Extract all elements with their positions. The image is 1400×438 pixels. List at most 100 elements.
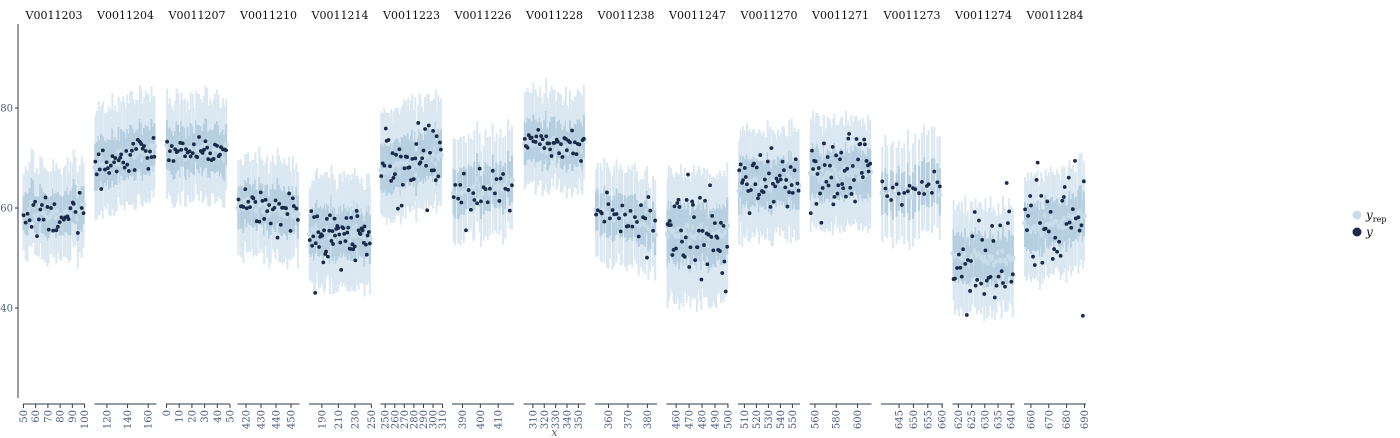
y-point	[623, 212, 627, 217]
y-point	[639, 203, 643, 208]
y-point	[715, 236, 720, 240]
x-tick-label: 655	[923, 410, 934, 429]
y-point	[743, 175, 748, 179]
y-point	[720, 271, 725, 275]
x-tick-label: 20	[187, 410, 198, 423]
panel-title: V0011273	[883, 9, 941, 22]
y-point	[838, 157, 842, 162]
y-point	[93, 159, 98, 164]
y-point	[1043, 226, 1048, 231]
panel-title: V0011270	[740, 9, 798, 22]
y-point	[383, 126, 388, 131]
y-point	[610, 208, 615, 212]
y-point	[379, 174, 384, 179]
y-point	[574, 152, 579, 157]
y-point	[331, 242, 335, 246]
y-point	[846, 136, 851, 141]
panel-V0011271: V0011271 560 580 600	[807, 9, 874, 429]
x-tick-label: 530	[764, 410, 775, 429]
y-point	[1048, 209, 1053, 214]
y-point	[315, 214, 320, 219]
y-point	[355, 214, 360, 218]
x-tick-label: 400	[476, 410, 487, 429]
y-point	[206, 157, 211, 162]
y-point	[830, 145, 835, 149]
y-point	[697, 228, 701, 233]
y-point	[618, 229, 623, 234]
panel-title: V0011223	[382, 9, 440, 22]
yrep-point	[151, 143, 158, 150]
y-point	[112, 160, 117, 165]
yrep-point	[1010, 255, 1016, 261]
yrep-point	[471, 184, 478, 191]
y-point	[836, 183, 841, 188]
y-point	[773, 184, 778, 189]
y-point	[917, 191, 921, 196]
x-tick-label: 40	[213, 410, 224, 423]
y-point	[126, 169, 131, 173]
y-point	[325, 254, 330, 259]
y-point	[405, 155, 410, 159]
y-point	[122, 165, 127, 170]
y-point	[926, 182, 931, 187]
y-point	[1055, 249, 1060, 254]
y-point	[832, 194, 837, 199]
y-point	[424, 163, 428, 168]
y-point	[367, 241, 372, 246]
y-point	[653, 218, 658, 223]
y-point	[313, 241, 318, 246]
y-point	[313, 290, 318, 295]
panel-title: V0011226	[454, 9, 512, 22]
y-point	[410, 156, 415, 161]
y-point	[333, 233, 337, 238]
y-point	[745, 182, 749, 187]
y-point	[790, 190, 795, 195]
x-tick-label: 60	[31, 410, 42, 423]
y-point	[1010, 272, 1015, 277]
x-tick-label: 690	[1080, 410, 1091, 429]
y-point	[977, 218, 981, 223]
y-point	[215, 143, 219, 148]
y-point	[708, 183, 712, 188]
y-point	[718, 249, 722, 254]
y-point	[1079, 223, 1084, 228]
y-point	[316, 230, 321, 235]
y-point	[907, 183, 912, 188]
y-point	[479, 199, 483, 204]
yrep-point	[438, 152, 444, 158]
y-point	[635, 220, 639, 224]
y-point	[310, 243, 315, 248]
y-point	[459, 200, 464, 205]
x-tick-label: 0	[162, 410, 173, 416]
y-point	[849, 192, 854, 196]
x-tick-label: 280	[409, 410, 420, 429]
panel-title: V0011247	[668, 9, 726, 22]
y-point	[868, 161, 873, 166]
x-tick-label: 580	[832, 410, 843, 429]
y-point	[606, 202, 611, 207]
y-point	[179, 147, 184, 152]
y-point	[816, 166, 821, 170]
y-point	[418, 160, 423, 165]
y-point	[477, 166, 482, 171]
y-point	[785, 204, 790, 209]
y-point	[559, 142, 563, 147]
yrep-point	[509, 177, 515, 183]
x-tick-label: 250	[381, 410, 392, 429]
y-point	[188, 154, 193, 159]
y-point	[571, 151, 575, 156]
y-point	[248, 205, 252, 210]
y-point	[236, 197, 241, 202]
x-tick-label: 645	[895, 410, 906, 429]
y-point	[498, 176, 503, 181]
panel-V0011228: V0011228 310 320 330 340 350	[522, 9, 587, 429]
y-point	[329, 239, 334, 243]
y-point	[628, 208, 633, 213]
y-point	[737, 168, 742, 173]
y-point	[858, 142, 863, 146]
y-point	[748, 188, 753, 192]
y-point	[1034, 177, 1039, 182]
x-tick-label: 90	[68, 410, 79, 423]
y-point	[218, 152, 222, 157]
y-point	[71, 201, 76, 206]
